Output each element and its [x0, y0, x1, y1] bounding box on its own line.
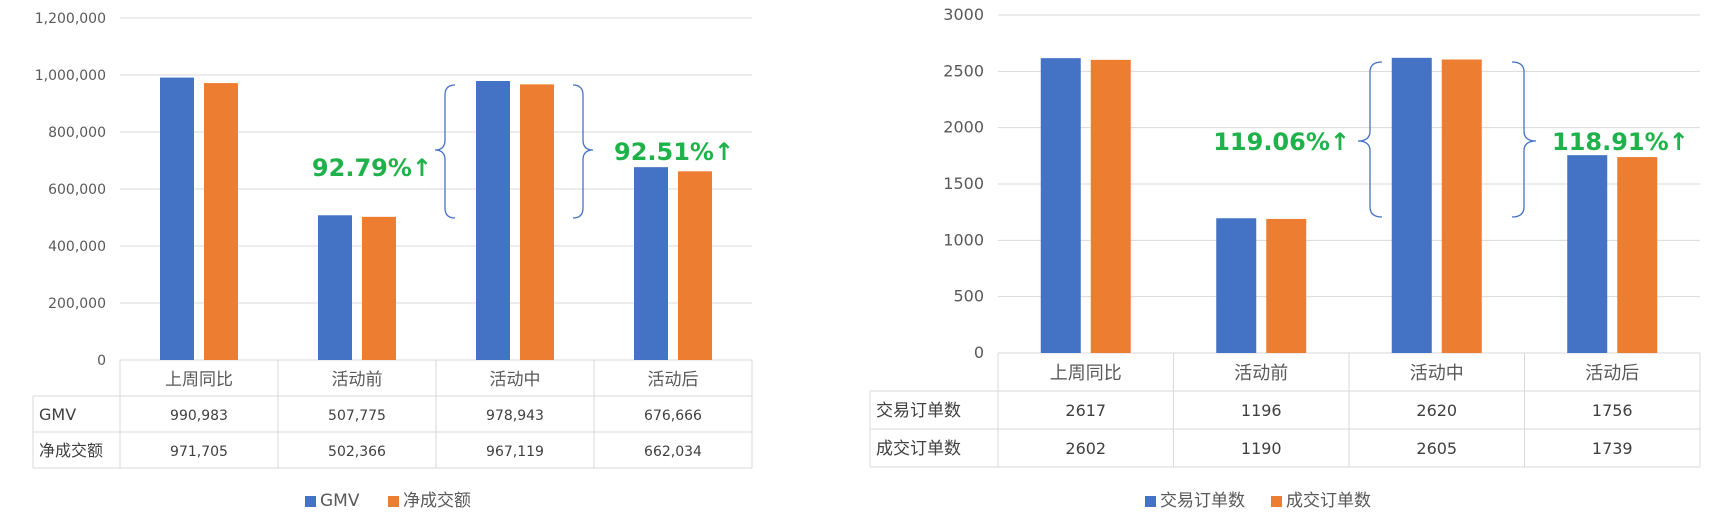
- chart1-table-cell: 502,366: [328, 444, 386, 460]
- chart1-bracket: [572, 84, 594, 219]
- chart1-legend-swatch: [388, 496, 399, 507]
- chart2-table-row-label: 成交订单数: [876, 439, 961, 459]
- chart2-x-tick-label: 活动后: [1585, 363, 1639, 384]
- chart1-growth-annotation: 92.79%↑: [312, 154, 432, 182]
- chart1-bar-series2: [362, 216, 396, 360]
- chart1-table-row-label: GMV: [39, 405, 76, 424]
- chart2-legend-swatch: [1145, 496, 1156, 507]
- chart2-table-cell: 1739: [1592, 439, 1633, 458]
- chart2-y-tick-label: 2000: [943, 118, 984, 137]
- chart2-bar-series1: [1391, 57, 1432, 354]
- chart1-bar-series1: [318, 215, 352, 360]
- chart1-y-tick-label: 0: [97, 353, 106, 369]
- chart2-bracket: [1357, 61, 1383, 218]
- chart2-legend-swatch: [1271, 496, 1282, 507]
- chart2-table-cell: 2605: [1416, 439, 1457, 458]
- chart1-y-tick-label: 800,000: [48, 125, 106, 141]
- chart1-y-tick-label: 1,000,000: [35, 68, 106, 84]
- chart1-table-cell: 662,034: [644, 444, 702, 460]
- chart2-bar-series2: [1617, 157, 1658, 353]
- chart2-bar-series1: [1567, 155, 1608, 353]
- chart2-y-tick-label: 500: [953, 287, 984, 306]
- chart1-x-tick-label: 活动前: [332, 370, 383, 390]
- chart1-table-cell: 971,705: [170, 444, 228, 460]
- chart1-y-tick-label: 400,000: [48, 239, 106, 255]
- chart2-bracket: [1511, 61, 1537, 218]
- chart2-x-tick-label: 上周同比: [1050, 363, 1122, 384]
- chart1-legend-label: 净成交额: [403, 491, 471, 511]
- chart2-table-cell: 1756: [1592, 401, 1633, 420]
- chart2-legend-label: 交易订单数: [1160, 491, 1245, 511]
- chart1-table-row-label: 净成交额: [39, 441, 103, 460]
- chart1-growth-annotation: 92.51%↑: [614, 138, 734, 166]
- chart1-bar-series1: [634, 167, 668, 360]
- chart2-table-row-label: 交易订单数: [876, 401, 961, 421]
- chart2-y-tick-label: 1500: [943, 174, 984, 193]
- chart2-table-cell: 2602: [1065, 439, 1106, 458]
- chart2-growth-annotation: 119.06%↑: [1213, 128, 1350, 156]
- chart2-bar-series2: [1266, 218, 1307, 353]
- chart1-y-tick-label: 200,000: [48, 296, 106, 312]
- chart2-bar-series1: [1216, 218, 1257, 353]
- chart1-table-cell: 967,119: [486, 444, 544, 460]
- chart1-y-tick-label: 600,000: [48, 182, 106, 198]
- chart2-table-cell: 2617: [1065, 401, 1106, 420]
- chart1-table-cell: 978,943: [486, 408, 544, 424]
- chart2-table-cell: 2620: [1416, 401, 1457, 420]
- chart1-table-cell: 676,666: [644, 408, 702, 424]
- chart2-bar-series1: [1040, 58, 1081, 353]
- chart2-table-cell: 1190: [1241, 439, 1282, 458]
- chart2-bar-series2: [1441, 59, 1482, 354]
- chart2-y-tick-label: 0: [974, 343, 984, 362]
- chart1-table-cell: 990,983: [170, 408, 228, 424]
- chart2-legend-label: 成交订单数: [1286, 491, 1371, 511]
- chart1-table-cell: 507,775: [328, 408, 386, 424]
- chart2-x-tick-label: 活动中: [1410, 363, 1464, 384]
- chart2-y-tick-label: 2500: [943, 61, 984, 80]
- chart1-bar-series1: [476, 81, 510, 360]
- chart1-bracket: [434, 84, 456, 219]
- chart1-bar-series1: [160, 77, 194, 360]
- chart1-legend-swatch: [305, 496, 316, 507]
- chart1-x-tick-label: 活动中: [490, 370, 541, 390]
- chart2-x-tick-label: 活动前: [1234, 363, 1288, 384]
- chart1-x-tick-label: 活动后: [648, 370, 699, 390]
- chart1-bar-series2: [520, 84, 554, 360]
- chart1-x-tick-label: 上周同比: [165, 370, 233, 390]
- chart2-bar-series2: [1090, 59, 1131, 353]
- chart1-bar-series2: [204, 83, 238, 360]
- chart2-y-tick-label: 1000: [943, 230, 984, 249]
- chart1-legend-label: GMV: [320, 491, 360, 511]
- chart2-y-tick-label: 3000: [943, 5, 984, 24]
- chart1-bar-series2: [678, 171, 712, 360]
- chart2-growth-annotation: 118.91%↑: [1552, 128, 1689, 156]
- chart1-y-tick-label: 1,200,000: [35, 11, 106, 27]
- chart2-table-cell: 1196: [1241, 401, 1282, 420]
